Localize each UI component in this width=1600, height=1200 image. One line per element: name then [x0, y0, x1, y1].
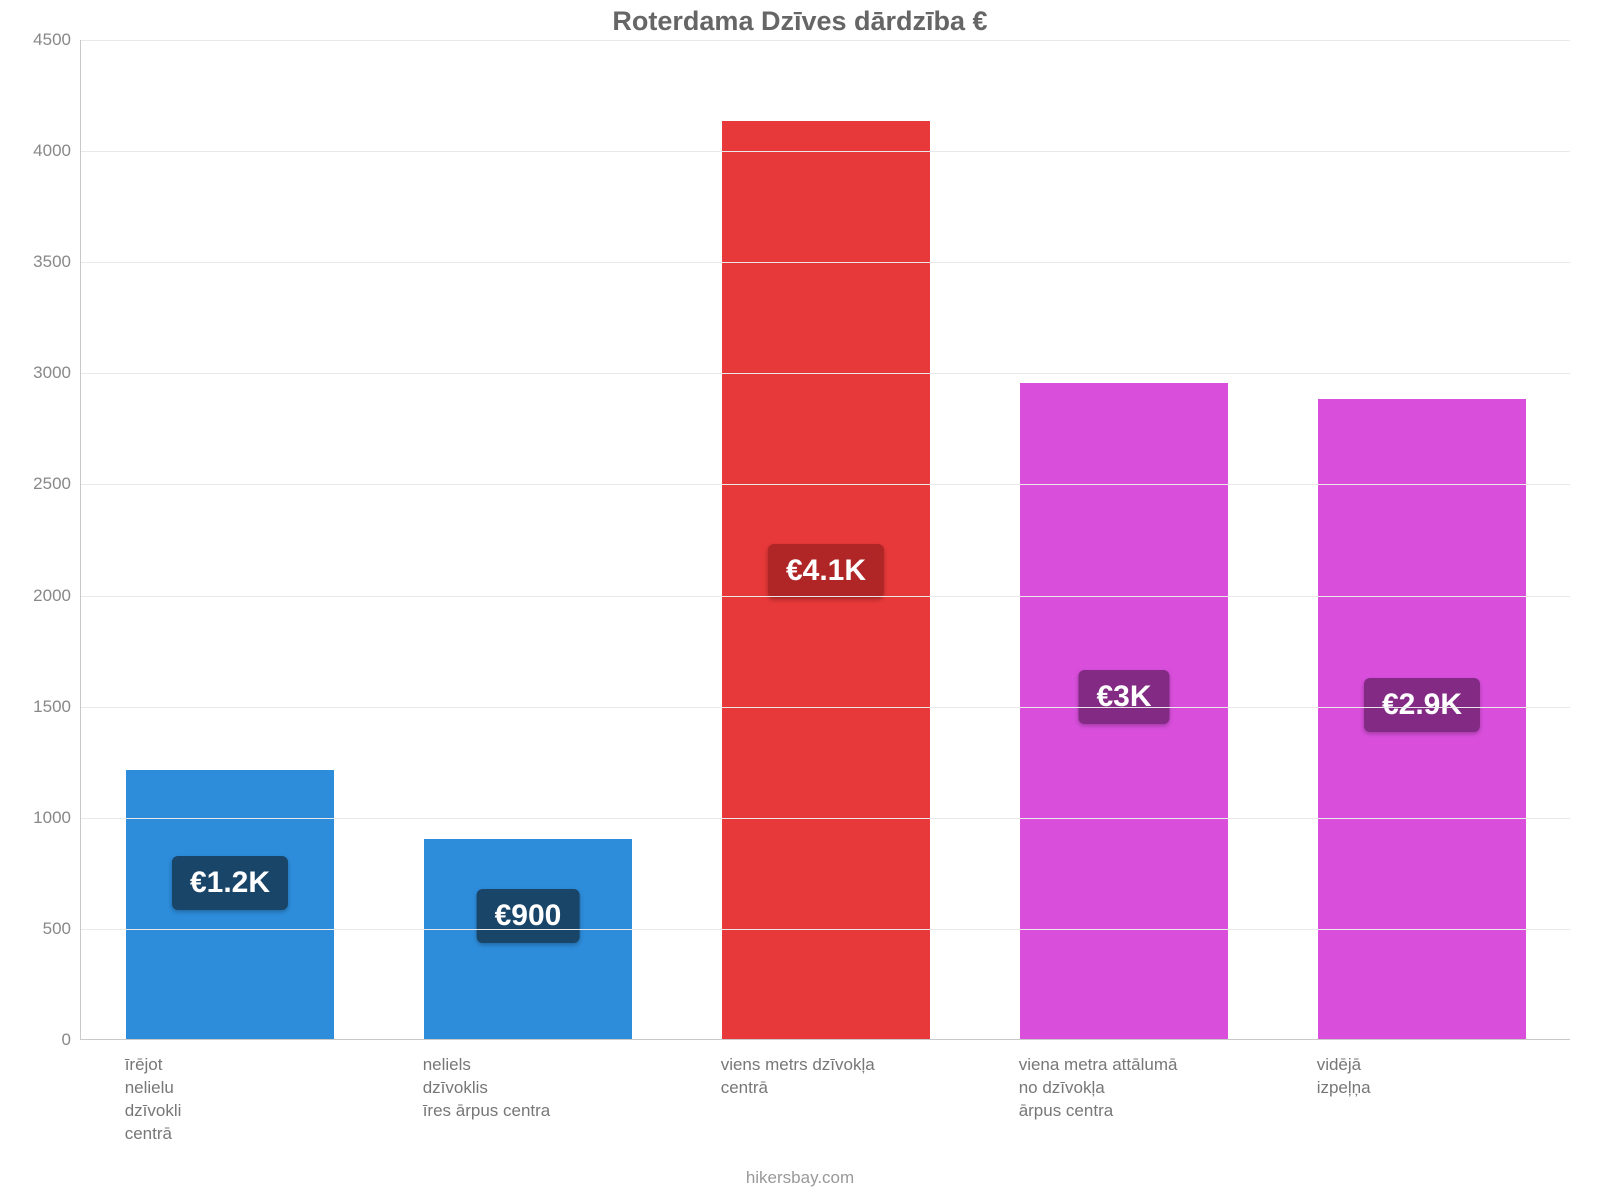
- x-tick-label: īrējotnelieludzīvoklicentrā: [125, 1054, 374, 1146]
- x-tick-label: viena metra attālumāno dzīvokļaārpus cen…: [1019, 1054, 1268, 1123]
- y-tick-label: 0: [11, 1030, 71, 1050]
- grid-line: [81, 373, 1570, 374]
- grid-line: [81, 484, 1570, 485]
- grid-line: [81, 929, 1570, 930]
- x-tick-label: vidējāizpeļņa: [1317, 1054, 1566, 1100]
- x-tick-label: nelielsdzīvoklisīres ārpus centra: [423, 1054, 672, 1123]
- value-badge: €1.2K: [172, 856, 288, 910]
- y-tick-label: 500: [11, 919, 71, 939]
- bar: €2.9K: [1318, 399, 1527, 1039]
- grid-line: [81, 262, 1570, 263]
- y-tick-label: 3500: [11, 252, 71, 272]
- grid-line: [81, 40, 1570, 41]
- y-tick-label: 1000: [11, 808, 71, 828]
- bar: €3K: [1020, 383, 1229, 1039]
- chart-container: Roterdama Dzīves dārdzība € €1.2K €900 €4.…: [0, 0, 1600, 1200]
- chart-title: Roterdama Dzīves dārdzība €: [0, 6, 1600, 37]
- plot-area: €1.2K€900€4.1K€3K€2.9K 05001000150020002…: [80, 40, 1570, 1040]
- y-tick-label: 3000: [11, 363, 71, 383]
- value-badge: €3K: [1078, 670, 1169, 724]
- grid-line: [81, 151, 1570, 152]
- y-tick-label: 4500: [11, 30, 71, 50]
- y-tick-label: 2500: [11, 474, 71, 494]
- value-badge: €900: [477, 889, 580, 943]
- attribution: hikersbay.com: [0, 1168, 1600, 1188]
- y-tick-label: 2000: [11, 586, 71, 606]
- grid-line: [81, 707, 1570, 708]
- bar: €1.2K: [126, 770, 335, 1039]
- bar: €900: [424, 839, 633, 1039]
- grid-line: [81, 818, 1570, 819]
- x-tick-label: viens metrs dzīvokļacentrā: [721, 1054, 970, 1100]
- bar: €4.1K: [722, 121, 931, 1039]
- value-badge: €2.9K: [1364, 678, 1480, 732]
- value-badge: €4.1K: [768, 544, 884, 598]
- y-tick-label: 4000: [11, 141, 71, 161]
- bars-layer: €1.2K €900 €4.1K €3K €2.9K: [81, 40, 1570, 1039]
- grid-line: [81, 596, 1570, 597]
- y-tick-label: 1500: [11, 697, 71, 717]
